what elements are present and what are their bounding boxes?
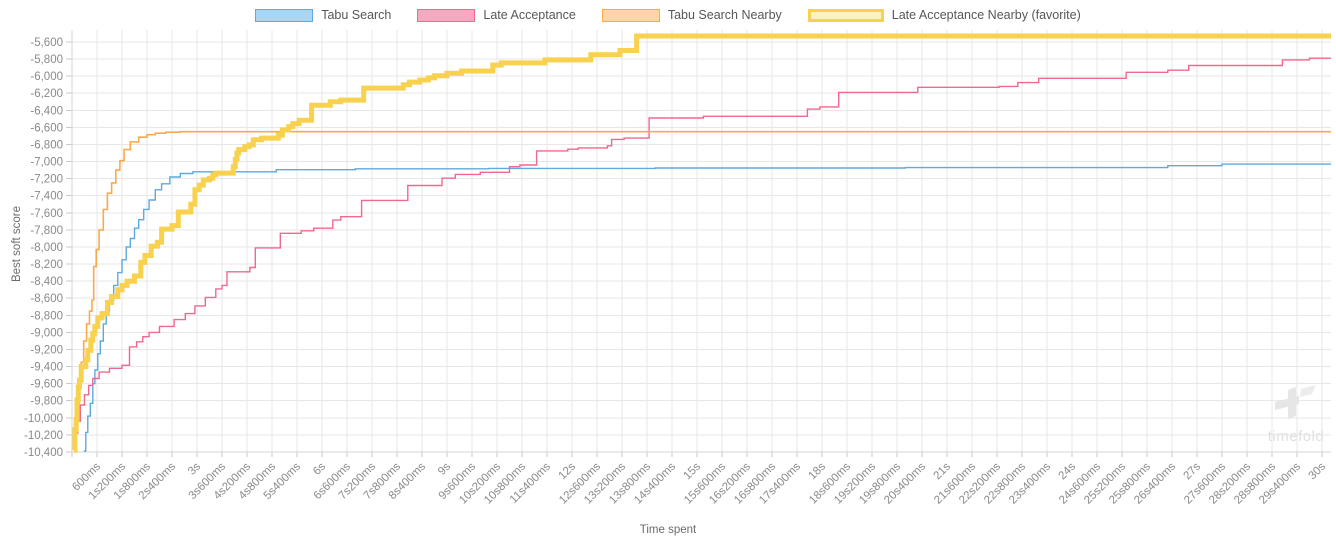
legend-item-tabu-search[interactable]: Tabu Search [255, 8, 391, 22]
svg-text:-8,800: -8,800 [30, 310, 63, 322]
chart-legend: Tabu Search Late Acceptance Tabu Search … [0, 8, 1336, 22]
svg-text:9s: 9s [436, 460, 453, 477]
timefold-watermark: timefold [1258, 383, 1334, 445]
legend-label-tabu-search: Tabu Search [321, 8, 392, 22]
svg-text:-6,400: -6,400 [30, 105, 63, 117]
legend-swatch-late-acceptance-nearby-icon [807, 8, 884, 22]
svg-text:-10,400: -10,400 [24, 447, 63, 459]
svg-text:-9,000: -9,000 [30, 327, 63, 339]
legend-label-late-acceptance: Late Acceptance [483, 8, 576, 22]
legend-item-late-acceptance[interactable]: Late Acceptance [417, 8, 576, 22]
legend-swatch-tabu-search-nearby-icon [601, 8, 660, 22]
svg-text:-7,000: -7,000 [30, 157, 63, 169]
legend-label-tabu-search-nearby: Tabu Search Nearby [667, 8, 782, 22]
svg-text:-9,800: -9,800 [30, 396, 63, 408]
svg-text:3s: 3s [186, 460, 203, 477]
svg-text:-6,000: -6,000 [30, 71, 63, 83]
y-axis-title: Best soft score [11, 205, 23, 283]
svg-text:6s: 6s [311, 460, 328, 477]
watermark-text: timefold [1267, 428, 1325, 445]
legend-item-tabu-search-nearby[interactable]: Tabu Search Nearby [601, 8, 782, 22]
legend-swatch-tabu-search-icon [255, 8, 314, 22]
legend-item-late-acceptance-nearby[interactable]: Late Acceptance Nearby (favorite) [807, 8, 1081, 22]
svg-text:-9,200: -9,200 [30, 344, 63, 356]
svg-text:-8,600: -8,600 [30, 293, 63, 305]
svg-text:-8,400: -8,400 [30, 276, 63, 288]
legend-label-late-acceptance-nearby: Late Acceptance Nearby (favorite) [891, 8, 1081, 22]
svg-text:-7,200: -7,200 [30, 174, 63, 186]
svg-text:-9,600: -9,600 [30, 379, 63, 391]
svg-text:-8,200: -8,200 [30, 259, 63, 271]
svg-text:-6,600: -6,600 [30, 122, 63, 134]
svg-text:-10,200: -10,200 [24, 430, 63, 442]
timefold-logo-icon [1275, 385, 1316, 419]
svg-text:-7,600: -7,600 [30, 208, 63, 220]
svg-text:-10,000: -10,000 [24, 413, 63, 425]
svg-text:-5,800: -5,800 [30, 54, 63, 66]
svg-text:30s: 30s [1307, 460, 1329, 482]
svg-text:-7,800: -7,800 [30, 225, 63, 237]
x-axis-title: Time spent [639, 524, 697, 536]
legend-swatch-late-acceptance-icon [417, 8, 476, 22]
svg-text:-5,600: -5,600 [30, 37, 63, 49]
svg-text:-8,000: -8,000 [30, 242, 63, 254]
svg-text:-9,400: -9,400 [30, 362, 63, 374]
svg-text:-6,200: -6,200 [30, 88, 63, 100]
svg-text:-6,800: -6,800 [30, 139, 63, 151]
svg-text:-7,400: -7,400 [30, 191, 63, 203]
